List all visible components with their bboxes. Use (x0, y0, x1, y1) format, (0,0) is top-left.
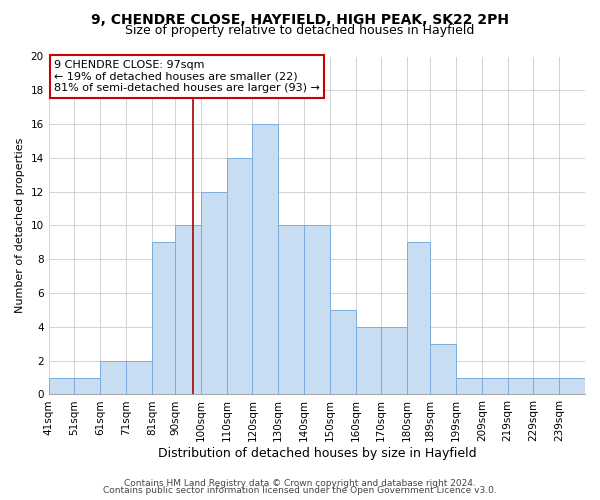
Bar (201, 192, 227, 394)
Bar (304, 226, 330, 394)
Bar (253, 124, 278, 394)
Bar (175, 226, 201, 394)
X-axis label: Distribution of detached houses by size in Hayfield: Distribution of detached houses by size … (158, 447, 476, 460)
Bar (456, 378, 482, 394)
Bar (100, 360, 126, 394)
Bar (381, 327, 407, 394)
Bar (508, 378, 533, 394)
Bar (278, 226, 304, 394)
Bar (49, 378, 74, 394)
Bar (74, 378, 100, 394)
Text: Size of property relative to detached houses in Hayfield: Size of property relative to detached ho… (125, 24, 475, 37)
Bar (356, 327, 381, 394)
Bar (152, 242, 175, 394)
Text: 9 CHENDRE CLOSE: 97sqm
← 19% of detached houses are smaller (22)
81% of semi-det: 9 CHENDRE CLOSE: 97sqm ← 19% of detached… (54, 60, 320, 93)
Text: Contains HM Land Registry data © Crown copyright and database right 2024.: Contains HM Land Registry data © Crown c… (124, 478, 476, 488)
Bar (126, 360, 152, 394)
Y-axis label: Number of detached properties: Number of detached properties (15, 138, 25, 313)
Bar (330, 310, 356, 394)
Bar (482, 378, 508, 394)
Bar (559, 378, 585, 394)
Bar (430, 344, 456, 395)
Bar (227, 158, 253, 394)
Bar (407, 242, 430, 394)
Text: 9, CHENDRE CLOSE, HAYFIELD, HIGH PEAK, SK22 2PH: 9, CHENDRE CLOSE, HAYFIELD, HIGH PEAK, S… (91, 12, 509, 26)
Text: Contains public sector information licensed under the Open Government Licence v3: Contains public sector information licen… (103, 486, 497, 495)
Bar (533, 378, 559, 394)
